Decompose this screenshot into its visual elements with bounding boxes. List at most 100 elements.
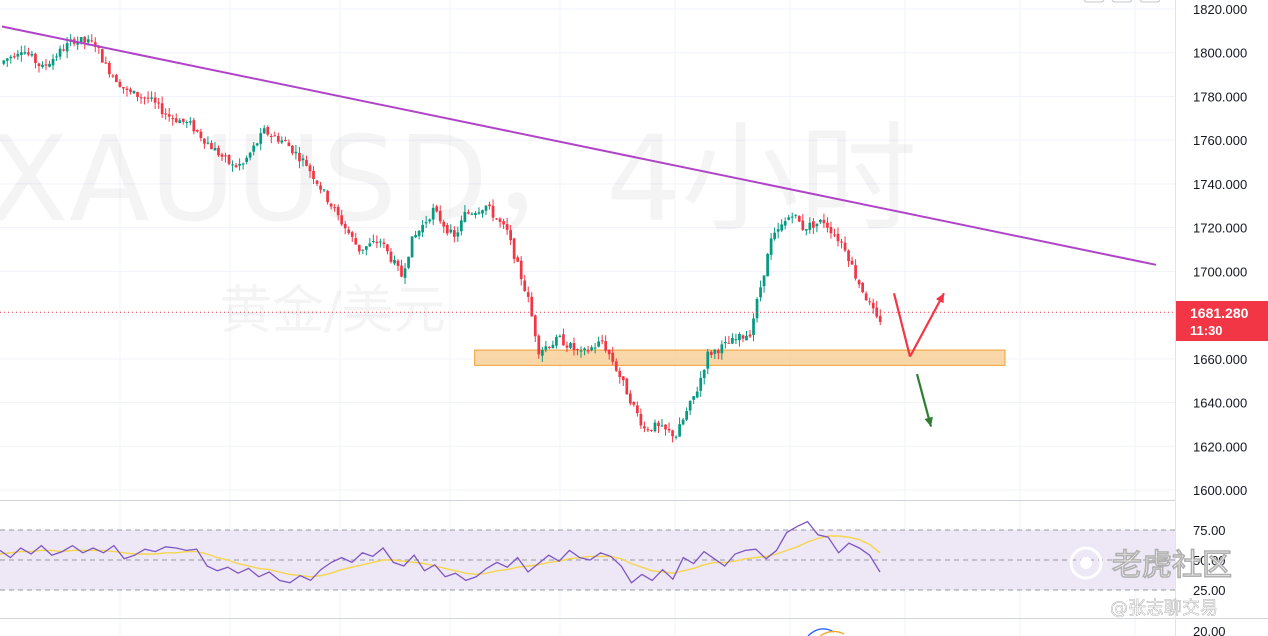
candle-body xyxy=(41,64,44,67)
candle-body xyxy=(702,369,706,379)
candle-body xyxy=(403,268,407,278)
candle-body xyxy=(269,136,273,138)
candle-body xyxy=(442,221,446,227)
candle-body xyxy=(621,376,625,381)
price-badge-price: 1681.280 xyxy=(1190,305,1249,321)
candle-body xyxy=(164,113,168,115)
toolbar-button[interactable] xyxy=(1139,0,1161,3)
candle-body xyxy=(298,152,301,162)
price-tick-label: 1820.000 xyxy=(1193,2,1247,17)
candle-body xyxy=(720,344,724,354)
candle-body xyxy=(259,133,263,144)
price-tick-label: 1600.000 xyxy=(1193,483,1247,498)
candle-body xyxy=(224,155,227,157)
candle-body xyxy=(245,157,248,162)
brand-text: 老虎社区 xyxy=(1112,548,1232,583)
candle-body xyxy=(738,333,741,341)
candle-body xyxy=(597,341,600,347)
candle-body xyxy=(273,135,277,137)
candle-body xyxy=(58,48,62,57)
candle-body xyxy=(185,122,189,124)
candle-body xyxy=(815,223,819,227)
candle-body xyxy=(681,419,685,425)
candle-body xyxy=(248,152,252,158)
candle-body xyxy=(30,53,34,56)
toolbar-buttons[interactable] xyxy=(1083,0,1161,3)
candle-body xyxy=(139,97,143,99)
candle-body xyxy=(280,140,284,143)
candle-body xyxy=(569,343,572,348)
candle-body xyxy=(319,185,322,190)
price-tick-label: 1700.000 xyxy=(1193,264,1247,279)
lower-indicator-signal xyxy=(819,630,845,636)
candle-body xyxy=(593,347,597,349)
candle-body xyxy=(551,344,555,349)
candle-body xyxy=(491,205,495,218)
trendline[interactable] xyxy=(1,25,1157,266)
candle-body xyxy=(122,87,125,89)
candle-body xyxy=(498,218,502,222)
candle-body xyxy=(636,405,639,414)
candle-body xyxy=(438,210,442,222)
candle-body xyxy=(628,393,632,404)
candle-body xyxy=(150,97,153,99)
candle-body xyxy=(797,215,801,222)
candle-body xyxy=(129,89,132,92)
candle-body xyxy=(748,334,752,337)
rsi-axis[interactable]: 75.00 50.00 25.00 20.00 xyxy=(1193,523,1226,636)
candle-body xyxy=(445,225,449,234)
candle-body xyxy=(488,204,491,207)
candle-body xyxy=(231,164,234,166)
candle-body xyxy=(118,81,122,87)
candle-body xyxy=(540,349,544,356)
candle-body xyxy=(857,280,861,285)
candle-body xyxy=(157,102,160,104)
candle-body xyxy=(477,212,481,214)
candle-body xyxy=(502,221,505,225)
candle-body xyxy=(741,335,745,339)
candle-body xyxy=(762,275,766,287)
candle-body xyxy=(685,411,688,420)
candle-body xyxy=(526,292,530,297)
projection-arrows[interactable] xyxy=(892,292,945,427)
price-tick-label: 1720.000 xyxy=(1193,221,1247,236)
candle-body xyxy=(100,49,104,63)
brand-logo-icon xyxy=(1069,546,1103,580)
price-axis[interactable]: 1820.000 1800.000 1780.000 1760.000 1740.000… xyxy=(1193,2,1247,498)
candle-body xyxy=(132,90,136,94)
candle-body xyxy=(452,230,456,237)
candle-body xyxy=(474,213,477,215)
candle-body xyxy=(618,370,622,378)
candle-body xyxy=(65,43,69,52)
candle-body xyxy=(217,147,220,156)
candle-body xyxy=(424,222,428,224)
candle-body xyxy=(801,220,805,230)
toolbar-button[interactable] xyxy=(1111,0,1133,3)
candle-body xyxy=(643,426,646,429)
candle-body xyxy=(393,259,396,264)
candle-body xyxy=(614,361,618,371)
price-tick-label: 1800.000 xyxy=(1193,46,1247,61)
candle-body xyxy=(414,235,417,238)
candle-body xyxy=(322,189,326,191)
support-zone[interactable] xyxy=(474,349,1006,366)
candle-body xyxy=(579,350,583,352)
name-watermark: 黄金/美元 xyxy=(220,281,446,341)
toolbar-button[interactable] xyxy=(1083,0,1105,3)
candle-body xyxy=(878,316,882,322)
candle-body xyxy=(509,230,512,241)
arrow-up-segment xyxy=(909,292,945,358)
candle-body xyxy=(407,256,410,268)
arrow-head xyxy=(935,293,944,304)
candle-body xyxy=(44,64,48,66)
candle-body xyxy=(372,241,375,243)
candle-body xyxy=(62,49,65,51)
candle-body xyxy=(850,260,854,265)
candle-body xyxy=(755,298,759,319)
price-tick-label: 1620.000 xyxy=(1193,439,1247,454)
candle-body xyxy=(160,103,164,115)
candle-body xyxy=(664,424,667,430)
candle-body xyxy=(347,229,351,234)
candle-body xyxy=(171,118,175,120)
